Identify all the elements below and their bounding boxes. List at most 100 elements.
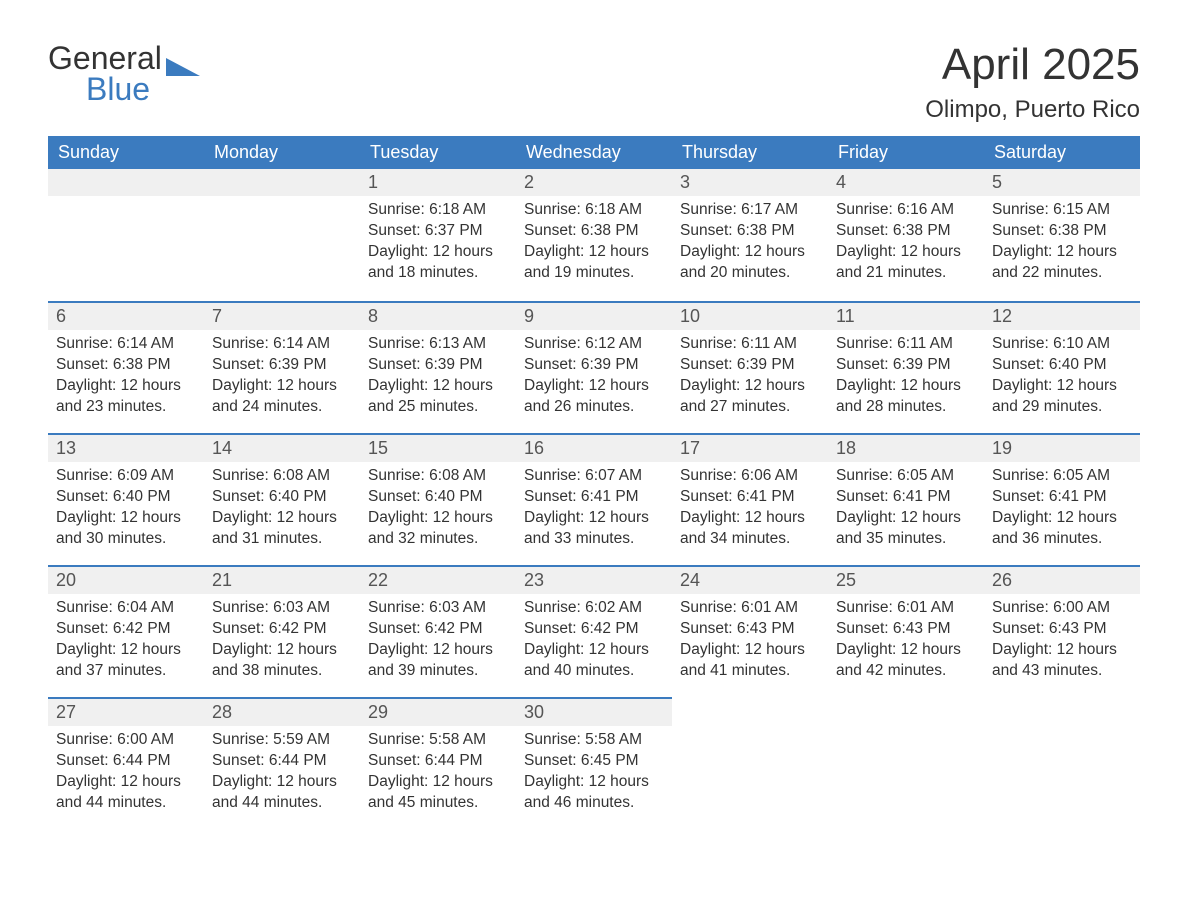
- sunset-line: Sunset: 6:40 PM: [992, 355, 1132, 376]
- sunrise-line: Sunrise: 6:14 AM: [56, 334, 196, 355]
- calendar-week-row: 20Sunrise: 6:04 AMSunset: 6:42 PMDayligh…: [48, 565, 1140, 697]
- sunrise-line: Sunrise: 6:15 AM: [992, 200, 1132, 221]
- sunset-line: Sunset: 6:40 PM: [368, 487, 508, 508]
- day-body: Sunrise: 6:12 AMSunset: 6:39 PMDaylight:…: [516, 330, 672, 430]
- day-body: Sunrise: 6:14 AMSunset: 6:39 PMDaylight:…: [204, 330, 360, 430]
- daylight-line: Daylight: 12 hours and 26 minutes.: [524, 376, 664, 418]
- sunrise-line: Sunrise: 6:05 AM: [836, 466, 976, 487]
- sunset-line: Sunset: 6:38 PM: [836, 221, 976, 242]
- daylight-line: Daylight: 12 hours and 46 minutes.: [524, 772, 664, 814]
- sunset-line: Sunset: 6:39 PM: [680, 355, 820, 376]
- day-number: 15: [360, 433, 516, 462]
- calendar-cell: [672, 697, 828, 829]
- calendar-cell: 14Sunrise: 6:08 AMSunset: 6:40 PMDayligh…: [204, 433, 360, 565]
- calendar-table: Sunday Monday Tuesday Wednesday Thursday…: [48, 136, 1140, 829]
- daylight-line: Daylight: 12 hours and 41 minutes.: [680, 640, 820, 682]
- header: General Blue April 2025 Olimpo, Puerto R…: [48, 40, 1140, 124]
- daylight-line: Daylight: 12 hours and 18 minutes.: [368, 242, 508, 284]
- calendar-cell: 25Sunrise: 6:01 AMSunset: 6:43 PMDayligh…: [828, 565, 984, 697]
- day-body: Sunrise: 6:13 AMSunset: 6:39 PMDaylight:…: [360, 330, 516, 430]
- sunset-line: Sunset: 6:37 PM: [368, 221, 508, 242]
- calendar-cell: 21Sunrise: 6:03 AMSunset: 6:42 PMDayligh…: [204, 565, 360, 697]
- sunset-line: Sunset: 6:38 PM: [992, 221, 1132, 242]
- calendar-cell: 8Sunrise: 6:13 AMSunset: 6:39 PMDaylight…: [360, 301, 516, 433]
- day-body: Sunrise: 6:01 AMSunset: 6:43 PMDaylight:…: [828, 594, 984, 694]
- day-number: 8: [360, 301, 516, 330]
- daylight-line: Daylight: 12 hours and 38 minutes.: [212, 640, 352, 682]
- empty-day: [48, 169, 204, 196]
- location: Olimpo, Puerto Rico: [925, 96, 1140, 124]
- sunrise-line: Sunrise: 6:06 AM: [680, 466, 820, 487]
- calendar-cell: 5Sunrise: 6:15 AMSunset: 6:38 PMDaylight…: [984, 169, 1140, 301]
- daylight-line: Daylight: 12 hours and 42 minutes.: [836, 640, 976, 682]
- logo-text-blue: Blue: [86, 71, 238, 108]
- sunrise-line: Sunrise: 6:18 AM: [368, 200, 508, 221]
- calendar-cell: [828, 697, 984, 829]
- daylight-line: Daylight: 12 hours and 24 minutes.: [212, 376, 352, 418]
- sunset-line: Sunset: 6:43 PM: [836, 619, 976, 640]
- calendar-cell: 28Sunrise: 5:59 AMSunset: 6:44 PMDayligh…: [204, 697, 360, 829]
- weekday-header: Friday: [828, 136, 984, 169]
- sunrise-line: Sunrise: 5:58 AM: [524, 730, 664, 751]
- day-number: 11: [828, 301, 984, 330]
- daylight-line: Daylight: 12 hours and 32 minutes.: [368, 508, 508, 550]
- calendar-cell: 15Sunrise: 6:08 AMSunset: 6:40 PMDayligh…: [360, 433, 516, 565]
- sunrise-line: Sunrise: 5:59 AM: [212, 730, 352, 751]
- sunrise-line: Sunrise: 6:09 AM: [56, 466, 196, 487]
- empty-day: [204, 169, 360, 196]
- calendar-cell: 22Sunrise: 6:03 AMSunset: 6:42 PMDayligh…: [360, 565, 516, 697]
- daylight-line: Daylight: 12 hours and 30 minutes.: [56, 508, 196, 550]
- weekday-header: Tuesday: [360, 136, 516, 169]
- sunset-line: Sunset: 6:41 PM: [680, 487, 820, 508]
- daylight-line: Daylight: 12 hours and 23 minutes.: [56, 376, 196, 418]
- day-number: 1: [360, 169, 516, 196]
- day-number: 5: [984, 169, 1140, 196]
- sunset-line: Sunset: 6:39 PM: [368, 355, 508, 376]
- calendar-cell: 1 Sunrise: 6:18 AMSunset: 6:37 PMDaylight…: [360, 169, 516, 301]
- daylight-line: Daylight: 12 hours and 36 minutes.: [992, 508, 1132, 550]
- sunrise-line: Sunrise: 6:00 AM: [992, 598, 1132, 619]
- daylight-line: Daylight: 12 hours and 31 minutes.: [212, 508, 352, 550]
- weekday-header: Thursday: [672, 136, 828, 169]
- day-number: 21: [204, 565, 360, 594]
- calendar-cell: 7Sunrise: 6:14 AMSunset: 6:39 PMDaylight…: [204, 301, 360, 433]
- sunset-line: Sunset: 6:44 PM: [56, 751, 196, 772]
- day-body: Sunrise: 6:08 AMSunset: 6:40 PMDaylight:…: [204, 462, 360, 562]
- day-number: 10: [672, 301, 828, 330]
- day-body: Sunrise: 6:05 AMSunset: 6:41 PMDaylight:…: [984, 462, 1140, 562]
- sunset-line: Sunset: 6:39 PM: [836, 355, 976, 376]
- day-number: 30: [516, 697, 672, 726]
- calendar-cell: [204, 169, 360, 301]
- day-number: 12: [984, 301, 1140, 330]
- calendar-cell: 9Sunrise: 6:12 AMSunset: 6:39 PMDaylight…: [516, 301, 672, 433]
- sunrise-line: Sunrise: 6:03 AM: [368, 598, 508, 619]
- calendar-cell: 26Sunrise: 6:00 AMSunset: 6:43 PMDayligh…: [984, 565, 1140, 697]
- day-body: Sunrise: 6:11 AMSunset: 6:39 PMDaylight:…: [828, 330, 984, 430]
- day-number: 29: [360, 697, 516, 726]
- sunset-line: Sunset: 6:41 PM: [992, 487, 1132, 508]
- title-block: April 2025 Olimpo, Puerto Rico: [925, 40, 1140, 124]
- day-number: 23: [516, 565, 672, 594]
- month-title: April 2025: [925, 40, 1140, 90]
- day-number: 6: [48, 301, 204, 330]
- calendar-cell: 18Sunrise: 6:05 AMSunset: 6:41 PMDayligh…: [828, 433, 984, 565]
- sunrise-line: Sunrise: 6:18 AM: [524, 200, 664, 221]
- sunrise-line: Sunrise: 6:07 AM: [524, 466, 664, 487]
- day-body: Sunrise: 5:58 AMSunset: 6:44 PMDaylight:…: [360, 726, 516, 826]
- day-body: Sunrise: 6:18 AMSunset: 6:38 PMDaylight:…: [516, 196, 672, 296]
- calendar-cell: 19Sunrise: 6:05 AMSunset: 6:41 PMDayligh…: [984, 433, 1140, 565]
- day-number: 3: [672, 169, 828, 196]
- calendar-cell: [48, 169, 204, 301]
- day-number: 7: [204, 301, 360, 330]
- weekday-header: Monday: [204, 136, 360, 169]
- calendar-cell: 29Sunrise: 5:58 AMSunset: 6:44 PMDayligh…: [360, 697, 516, 829]
- daylight-line: Daylight: 12 hours and 35 minutes.: [836, 508, 976, 550]
- sunset-line: Sunset: 6:39 PM: [524, 355, 664, 376]
- sunrise-line: Sunrise: 6:08 AM: [212, 466, 352, 487]
- sunrise-line: Sunrise: 6:17 AM: [680, 200, 820, 221]
- day-number: 2: [516, 169, 672, 196]
- day-number: 17: [672, 433, 828, 462]
- day-number: 18: [828, 433, 984, 462]
- calendar-week-row: 1Sunrise: 6:18 AMSunset: 6:37 PMDaylight…: [48, 169, 1140, 301]
- day-body: Sunrise: 6:09 AMSunset: 6:40 PMDaylight:…: [48, 462, 204, 562]
